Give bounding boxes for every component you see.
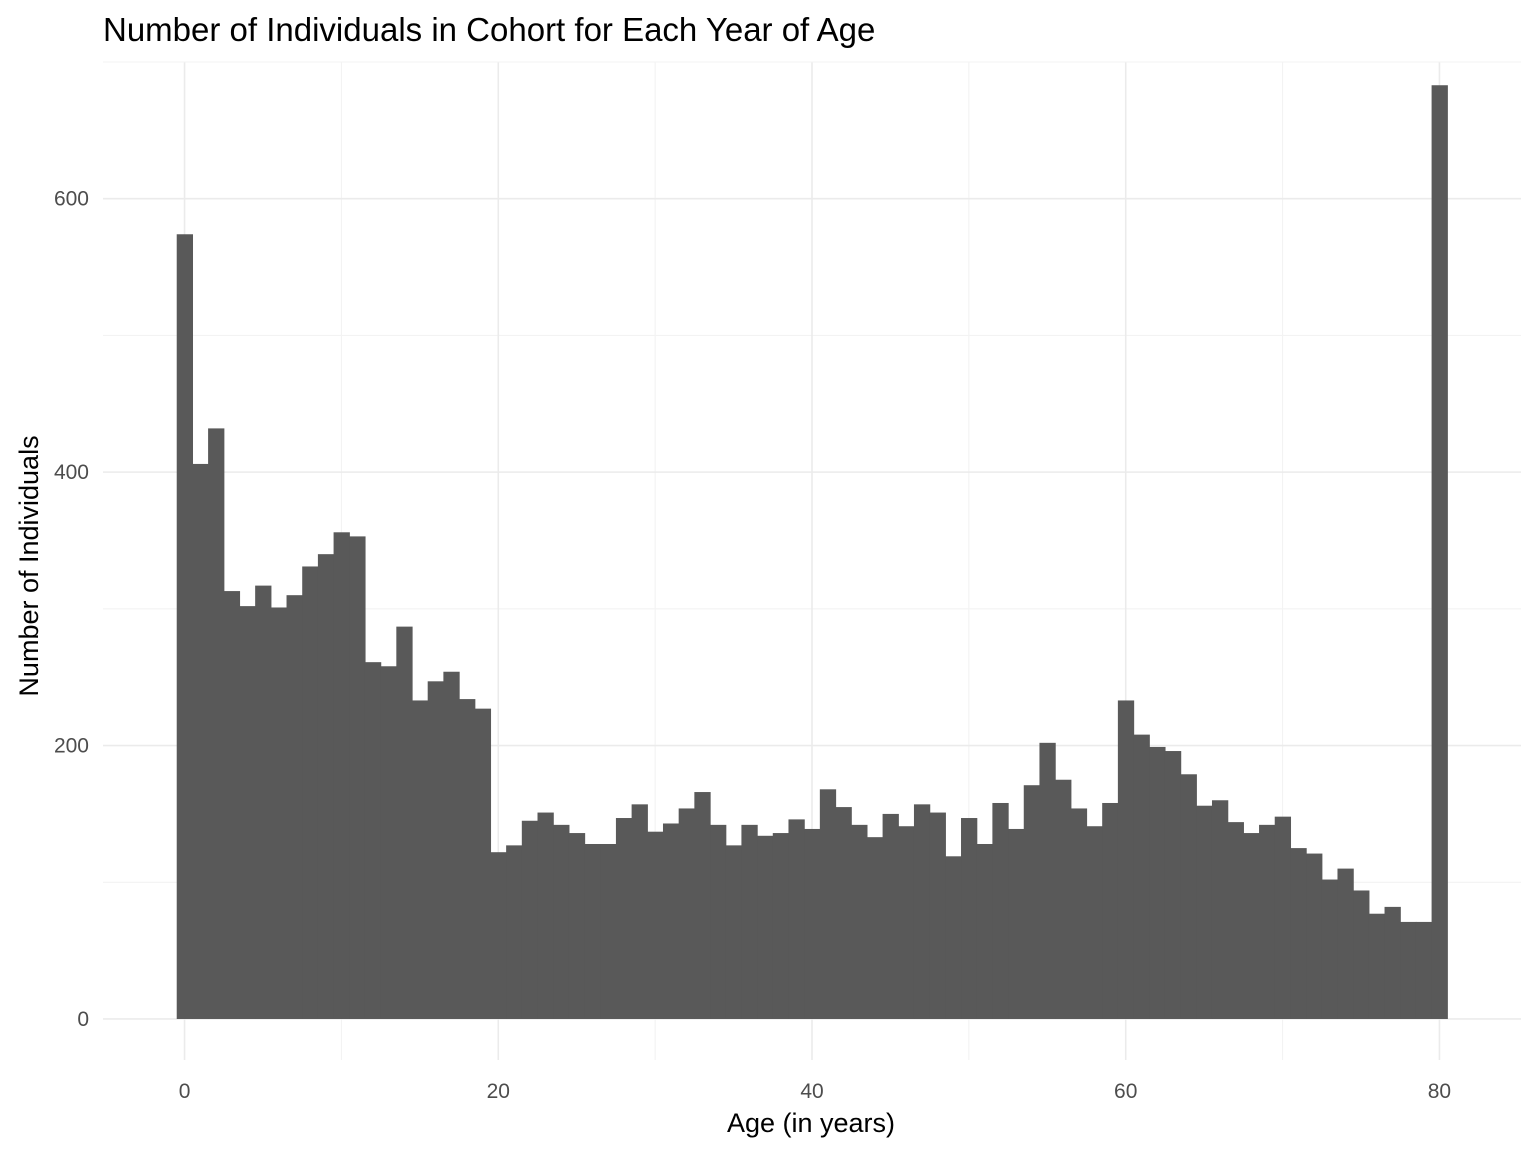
histogram-bar [380,666,397,1019]
histogram-bar [976,843,993,1019]
histogram-bar [1321,879,1339,1019]
x-axis-ticks: 0 20 40 60 80 [179,1080,1451,1103]
histogram-bar [1149,746,1166,1019]
histogram-bar [898,826,915,1019]
histogram-bar [396,626,413,1019]
histogram-bar [647,831,664,1019]
histogram-bar [1368,913,1386,1019]
x-tick-label: 20 [487,1080,510,1103]
histogram-bar [694,792,711,1019]
histogram-bar [412,700,429,1019]
histogram-bar [1180,774,1197,1019]
histogram-bar [1211,800,1229,1019]
histogram-bar [1070,808,1088,1019]
chart-title: Number of Individuals in Cohort for Each… [103,11,875,48]
histogram-bar [1023,785,1041,1019]
histogram-bar [317,554,335,1019]
histogram-bar [961,818,978,1019]
y-axis-label: Number of Individuals [14,435,44,696]
histogram-bar [678,808,695,1019]
histogram-bar [1290,848,1307,1019]
bars [176,85,1448,1019]
histogram-bar [741,824,758,1019]
x-tick-label: 80 [1428,1080,1451,1103]
histogram-bar [427,681,444,1019]
x-axis-label: Age (in years) [727,1108,895,1138]
histogram-bar [208,428,225,1019]
histogram-bar [1196,805,1213,1019]
x-tick-label: 0 [179,1080,191,1103]
histogram-bar [270,607,288,1019]
histogram-bar [176,234,194,1019]
histogram-bar [913,804,931,1019]
histogram-bar [835,807,852,1019]
histogram-bar [1243,833,1260,1019]
y-tick-label: 400 [54,461,89,484]
histogram-bar [1008,828,1025,1019]
histogram-bar [192,463,209,1019]
histogram-bar [819,789,837,1019]
histogram-bar [349,536,366,1019]
histogram-bar [1353,890,1370,1019]
x-tick-label: 60 [1114,1080,1137,1103]
histogram-bar [804,828,821,1019]
histogram-bar [851,824,868,1019]
histogram-bar [1259,824,1276,1019]
histogram-bar [459,699,476,1019]
histogram-bar [1164,751,1182,1019]
x-tick-label: 40 [800,1080,823,1103]
histogram-bar [474,708,492,1019]
histogram-bar [537,812,554,1019]
histogram-bar [443,671,460,1019]
histogram-bar [286,595,303,1019]
histogram-bar [662,823,680,1019]
histogram-bar [255,585,272,1019]
histogram-bar [1227,822,1244,1019]
histogram-bar [1306,853,1323,1019]
histogram-bar [710,824,727,1019]
histogram-bar [866,837,884,1019]
histogram-bar [1133,734,1150,1019]
histogram-bar [239,606,256,1019]
histogram-bar [1055,779,1072,1019]
histogram-bar [506,845,523,1019]
histogram-bar [553,824,570,1019]
histogram-bar [882,813,899,1019]
histogram-bar [223,591,241,1019]
y-tick-label: 600 [54,188,89,211]
histogram-bar [772,833,790,1019]
histogram-bar [1117,700,1135,1019]
histogram-bar [1274,816,1292,1019]
y-tick-label: 0 [77,1008,89,1031]
histogram-bar [1086,826,1103,1019]
histogram-bar [945,856,962,1019]
histogram-bar [364,662,382,1019]
histogram-bar [1400,921,1417,1019]
histogram-bar [302,566,319,1019]
y-tick-label: 200 [54,735,89,758]
histogram-bar [1337,868,1354,1019]
histogram-bar [929,812,946,1019]
histogram-bar [1039,742,1056,1019]
histogram-bar [788,819,805,1019]
histogram-bar [600,843,617,1019]
histogram-bar [1102,802,1119,1019]
histogram-bar [725,845,743,1019]
histogram-bar [1431,85,1448,1019]
histogram-bar [1415,921,1433,1019]
histogram-bar [615,818,633,1019]
histogram-bar [631,804,648,1019]
histogram-bar [584,843,601,1019]
histogram-bar [521,820,539,1019]
histogram-bar [757,835,774,1019]
histogram-bar [490,852,507,1019]
histogram-bar [992,802,1009,1019]
histogram-bar [333,532,350,1019]
y-axis-ticks: 0 200 400 600 [54,188,89,1031]
histogram-bar [568,833,586,1019]
histogram-bar [1384,906,1401,1019]
